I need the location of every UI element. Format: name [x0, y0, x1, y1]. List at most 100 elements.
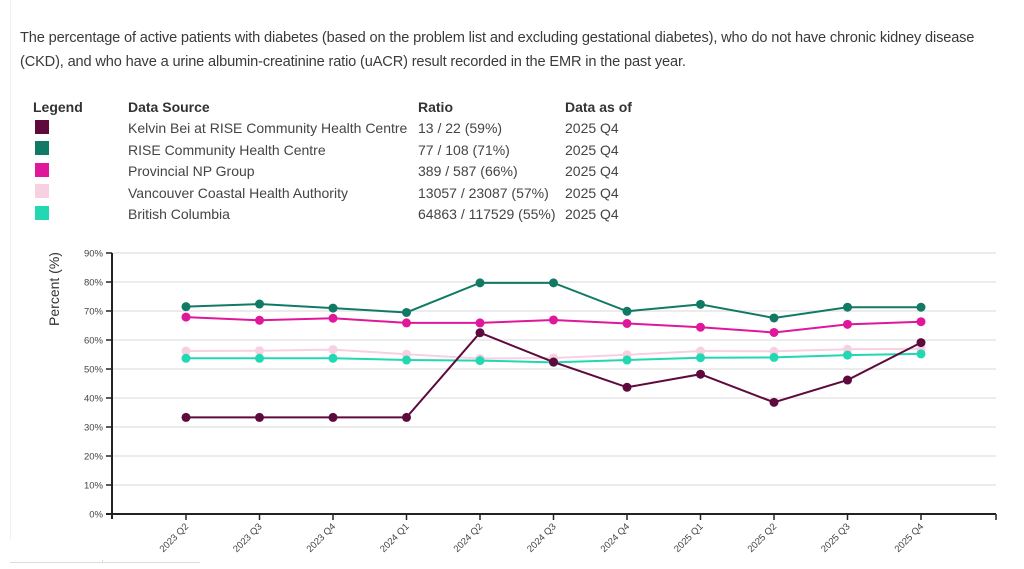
data-source: Kelvin Bei at RISE Community Health Cent… — [128, 120, 408, 137]
x-tick-label: 2023 Q4 — [305, 521, 339, 555]
header-data-as-of: Data as of — [565, 98, 632, 115]
data-point — [181, 302, 191, 312]
x-tick-label: 2025 Q3 — [819, 521, 853, 555]
chart-svg: 0% 10% 20% 30% 40% 50% 60% 70% 80% 90% 2023 Q2 202… — [46, 249, 997, 555]
y-tick-label: 70% — [84, 307, 104, 318]
data-point — [255, 315, 264, 325]
data-point — [181, 312, 191, 322]
ratio: 13 / 22 (59%) — [418, 120, 503, 137]
x-tick-label: 2023 Q2 — [158, 521, 192, 555]
y-axis-label: Percent (%) — [46, 252, 62, 326]
data-point — [475, 356, 485, 366]
y-tick-label: 60% — [84, 336, 104, 347]
y-tick-label: 90% — [84, 249, 104, 260]
data-source: RISE Community Health Centre — [128, 141, 326, 158]
data-point — [549, 315, 558, 325]
data-point — [181, 412, 191, 422]
data-point — [769, 397, 779, 407]
header-legend: Legend — [33, 98, 83, 115]
y-tick-label: 10% — [84, 481, 104, 492]
data-point — [402, 318, 411, 328]
data-point — [475, 328, 485, 338]
series-line — [185, 281, 921, 319]
y-tick-label: 0% — [89, 510, 103, 521]
x-tick-label: 2025 Q4 — [893, 521, 927, 555]
legend-row: RISE Community Health Centre 77 / 108 (71… — [33, 139, 655, 161]
data-point — [843, 375, 852, 385]
x-tick-label: 2024 Q3 — [525, 521, 559, 555]
data-point — [549, 278, 558, 288]
x-tick-label: 2025 Q1 — [672, 521, 706, 555]
series-kelvin-bei-at-rise-community-health-centre — [181, 328, 926, 422]
data-point — [549, 357, 558, 367]
data-point — [916, 349, 926, 359]
legend-table: Legend Data Source Ratio Data as of Kelv… — [33, 96, 655, 225]
data-as-of: 2025 Q4 — [565, 120, 619, 137]
y-tick-label: 30% — [84, 423, 104, 434]
x-tick-label: 2024 Q1 — [378, 521, 412, 555]
data-point — [916, 302, 926, 312]
indicator-description: The percentage of active patients with d… — [20, 30, 975, 70]
x-tick-label: 2025 Q2 — [746, 521, 780, 555]
y-tick-label: 20% — [84, 452, 104, 463]
series-lines — [181, 278, 926, 422]
legend-row: Vancouver Coastal Health Authority 13057 … — [33, 182, 655, 204]
data-source: Vancouver Coastal Health Authority — [128, 184, 348, 201]
data-as-of: 2025 Q4 — [565, 184, 619, 201]
data-point — [769, 327, 779, 337]
data-point — [769, 313, 779, 323]
data-point — [328, 313, 338, 323]
y-tick-label: 80% — [84, 278, 104, 289]
panel-left-border — [10, 0, 11, 540]
series-line — [186, 331, 922, 419]
ratio: 77 / 108 (71%) — [418, 141, 510, 158]
ratio: 64863 / 117529 (55%) — [418, 206, 556, 223]
gridlines — [112, 252, 996, 486]
legend-swatch — [35, 205, 49, 220]
data-source: Provincial NP Group — [128, 163, 255, 180]
data-point — [843, 302, 852, 312]
data-point — [255, 346, 264, 356]
data-point — [696, 369, 705, 379]
y-axis: 0% 10% 20% 30% 40% 50% 60% 70% 80% 90% — [84, 249, 113, 521]
data-point — [622, 382, 632, 392]
legend-swatch — [35, 141, 49, 156]
data-source: British Columbia — [128, 206, 230, 223]
data-point — [328, 345, 338, 355]
bottom-divider — [10, 560, 200, 563]
data-point — [328, 353, 338, 363]
data-point — [255, 412, 264, 422]
legend-row: Kelvin Bei at RISE Community Health Cent… — [33, 118, 655, 140]
data-point — [475, 278, 485, 288]
y-tick-label: 50% — [84, 365, 104, 376]
series-provincial-np-group — [181, 312, 926, 337]
data-point — [916, 338, 926, 348]
data-point — [696, 299, 705, 309]
data-point — [696, 346, 705, 356]
data-point — [255, 353, 264, 363]
data-as-of: 2025 Q4 — [565, 163, 619, 180]
x-axis: 2023 Q2 2023 Q3 2023 Q4 2024 Q1 2024 Q2 2024 … — [106, 513, 997, 555]
header-ratio: Ratio — [418, 98, 453, 115]
legend-swatch — [35, 119, 49, 134]
legend-row: Provincial NP Group 389 / 587 (66%) 2025 Q… — [33, 161, 655, 183]
series-rise-community-health-centre — [181, 278, 926, 323]
legend-swatch — [35, 184, 49, 199]
legend-row: British Columbia 64863 / 117529 (55%) 2025… — [33, 204, 655, 226]
y-tick-label: 40% — [84, 394, 104, 405]
line-chart: 0% 10% 20% 30% 40% 50% 60% 70% 80% 90% 2023 Q2 202… — [0, 240, 1024, 564]
data-point — [402, 355, 411, 365]
data-point — [916, 317, 926, 327]
data-point — [255, 299, 264, 309]
data-point — [843, 319, 852, 329]
x-tick-label: 2024 Q2 — [452, 521, 486, 555]
data-point — [328, 412, 338, 422]
data-point — [622, 318, 632, 328]
data-as-of: 2025 Q4 — [565, 206, 619, 223]
ratio: 13057 / 23087 (57%) — [418, 184, 549, 201]
data-as-of: 2025 Q4 — [565, 141, 619, 158]
data-point — [402, 307, 411, 317]
data-point — [843, 350, 852, 360]
ratio: 389 / 587 (66%) — [418, 163, 518, 180]
data-point — [402, 412, 411, 422]
